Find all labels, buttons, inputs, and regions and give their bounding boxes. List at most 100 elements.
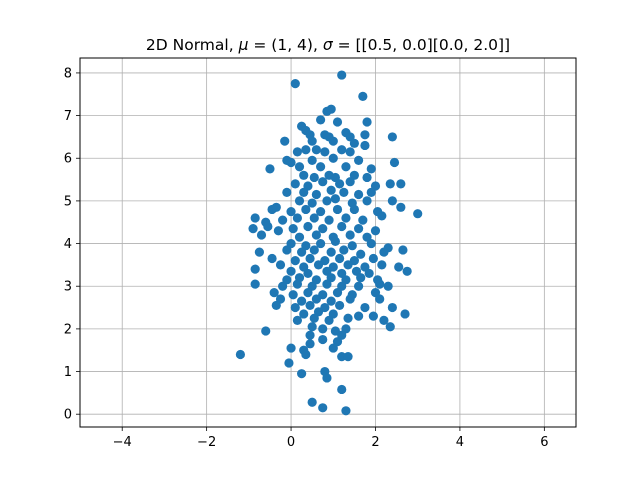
scatter-point [341, 162, 351, 172]
y-tick-label: 1 [64, 365, 72, 380]
scatter-point [366, 238, 376, 249]
scatter-point [337, 352, 347, 362]
scatter-point [379, 247, 389, 257]
scatter-point [332, 117, 343, 127]
scatter-point [305, 300, 315, 311]
scatter-point [354, 189, 364, 200]
scatter-point [383, 281, 393, 291]
scatter-point [290, 179, 300, 189]
scatter-point [307, 155, 317, 165]
scatter-point [305, 339, 315, 349]
scatter-point [250, 279, 260, 289]
scatter-point [341, 213, 351, 223]
y-tick-label: 3 [64, 280, 72, 295]
data-points [235, 70, 423, 416]
scatter-point [286, 157, 296, 168]
scatter-point [343, 260, 353, 270]
scatter-point [385, 179, 395, 189]
scatter-point [347, 241, 357, 251]
scatter-point [282, 245, 292, 255]
scatter-point [328, 153, 338, 163]
y-tick-label: 4 [64, 237, 72, 252]
scatter-point [307, 322, 317, 332]
scatter-point [332, 288, 343, 298]
scatter-point [271, 300, 281, 311]
scatter-point [358, 215, 368, 225]
scatter-point [335, 179, 345, 189]
scatter-point [305, 253, 315, 264]
chart-title: 2D Normal, μ = (1, 4), σ = [[0.5, 0.0][0… [146, 36, 510, 54]
scatter-point [316, 115, 326, 125]
scatter-point [337, 221, 347, 232]
scatter-point [356, 273, 366, 283]
scatter-point [263, 221, 273, 232]
scatter-point [278, 215, 288, 225]
scatter-point [275, 260, 286, 270]
scatter-point [318, 324, 328, 334]
scatter-point [318, 224, 328, 234]
scatter-point [362, 196, 372, 206]
x-tick-label: 0 [287, 435, 295, 450]
scatter-point [354, 224, 364, 234]
scatter-point [297, 247, 307, 257]
scatter-point [282, 187, 292, 197]
scatter-point [311, 294, 321, 304]
scatter-point [396, 202, 406, 212]
scatter-point [311, 189, 321, 200]
scatter-point [337, 70, 347, 80]
scatter-point [396, 179, 406, 189]
scatter-point [273, 226, 283, 236]
y-tick-label: 2 [64, 322, 72, 337]
scatter-point [292, 147, 302, 157]
scatter-point [368, 253, 378, 264]
y-tick-label: 8 [64, 66, 72, 81]
scatter-point [318, 403, 328, 413]
scatter-point [324, 215, 334, 225]
scatter-point [326, 104, 336, 114]
scatter-point [290, 256, 300, 266]
scatter-point [297, 296, 307, 306]
scatter-point [286, 266, 296, 276]
scatter-point [286, 343, 296, 353]
scatter-point [345, 177, 355, 187]
scatter-point [326, 296, 336, 306]
scatter-point [358, 91, 368, 101]
scatter-point [316, 238, 326, 249]
scatter-point [292, 315, 302, 325]
scatter-point [303, 288, 313, 298]
scatter-point [330, 194, 340, 204]
scatter-point [370, 226, 381, 236]
scatter-point [309, 245, 319, 255]
scatter-point [343, 352, 353, 362]
scatter-point [366, 187, 376, 197]
y-tick-label: 6 [64, 152, 72, 167]
scatter-point [309, 313, 319, 323]
scatter-point [354, 155, 364, 165]
scatter-point [235, 349, 246, 360]
scatter-point [324, 315, 334, 325]
scatter-point [354, 281, 364, 291]
scatter-point [265, 164, 275, 174]
scatter-point [288, 290, 298, 300]
scatter-point [290, 302, 300, 313]
scatter-point [345, 147, 355, 157]
scatter-point [368, 311, 378, 321]
scatter-point [307, 198, 317, 208]
x-tick-label: 6 [540, 435, 548, 450]
scatter-point [328, 343, 338, 353]
scatter-point [385, 322, 395, 332]
scatter-point [299, 170, 309, 180]
scatter-point [320, 147, 330, 157]
scatter-point [256, 230, 267, 240]
x-axis-ticks: −4 −2 0 2 4 6 [113, 427, 548, 450]
scatter-point [254, 247, 264, 257]
scatter-point [349, 138, 359, 148]
scatter-point [330, 236, 340, 247]
scatter-point [375, 294, 385, 304]
scatter-point [322, 279, 332, 289]
scatter-point [402, 266, 412, 276]
scatter-point [387, 302, 397, 313]
scatter-point [278, 281, 288, 291]
scatter-point [375, 279, 385, 289]
